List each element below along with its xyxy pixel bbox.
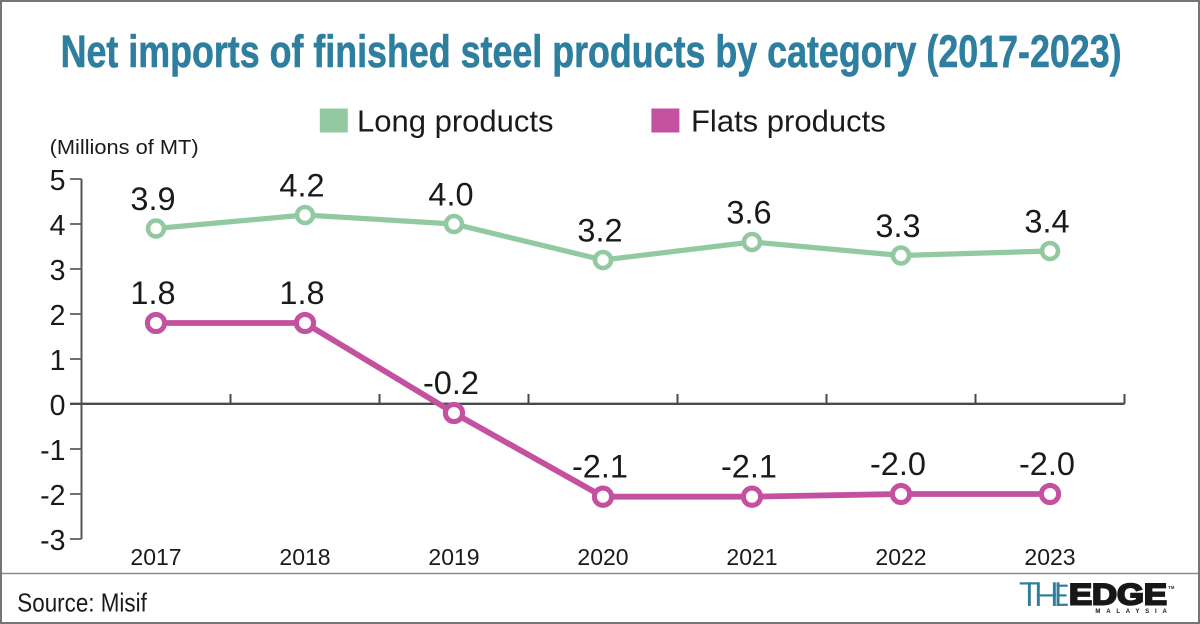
svg-text:-0.2: -0.2 <box>423 365 479 401</box>
svg-text:3.2: 3.2 <box>577 213 622 249</box>
svg-text:3.9: 3.9 <box>130 181 175 217</box>
svg-text:-2.1: -2.1 <box>721 449 777 485</box>
svg-text:2018: 2018 <box>279 544 330 570</box>
svg-text:0: 0 <box>50 390 66 422</box>
svg-text:5: 5 <box>50 165 66 197</box>
svg-text:2023: 2023 <box>1024 544 1075 570</box>
svg-text:3: 3 <box>50 255 66 287</box>
svg-text:3.3: 3.3 <box>875 208 920 244</box>
svg-text:Net imports of finished steel: Net imports of finished steel products b… <box>61 26 1122 77</box>
svg-text:4: 4 <box>50 210 66 242</box>
svg-text:-1: -1 <box>40 435 65 467</box>
svg-text:1.8: 1.8 <box>130 275 175 311</box>
svg-text:-3: -3 <box>40 525 65 557</box>
svg-text:4.2: 4.2 <box>279 168 324 204</box>
svg-text:-2: -2 <box>40 480 65 512</box>
svg-text:2020: 2020 <box>577 544 628 570</box>
svg-text:Long products: Long products <box>357 104 553 139</box>
svg-text:1.8: 1.8 <box>279 275 324 311</box>
svg-text:-2.0: -2.0 <box>870 446 926 482</box>
svg-text:2019: 2019 <box>428 544 479 570</box>
svg-text:(Millions of MT): (Millions of MT) <box>50 137 199 159</box>
svg-text:-2.0: -2.0 <box>1019 446 1075 482</box>
svg-text:2022: 2022 <box>875 544 926 570</box>
svg-text:2017: 2017 <box>130 544 181 570</box>
svg-text:3.6: 3.6 <box>726 195 771 231</box>
svg-text:2021: 2021 <box>726 544 777 570</box>
svg-text:3.4: 3.4 <box>1024 204 1069 240</box>
svg-text:4.0: 4.0 <box>428 177 473 213</box>
svg-text:-2.1: -2.1 <box>572 449 628 485</box>
svg-text:Flats products: Flats products <box>691 104 886 139</box>
svg-text:TM: TM <box>1168 585 1175 590</box>
svg-text:2: 2 <box>50 300 66 332</box>
svg-text:EDGE: EDGE <box>1069 579 1167 612</box>
svg-text:1: 1 <box>50 345 66 377</box>
svg-text:Source: Misif: Source: Misif <box>17 588 147 618</box>
